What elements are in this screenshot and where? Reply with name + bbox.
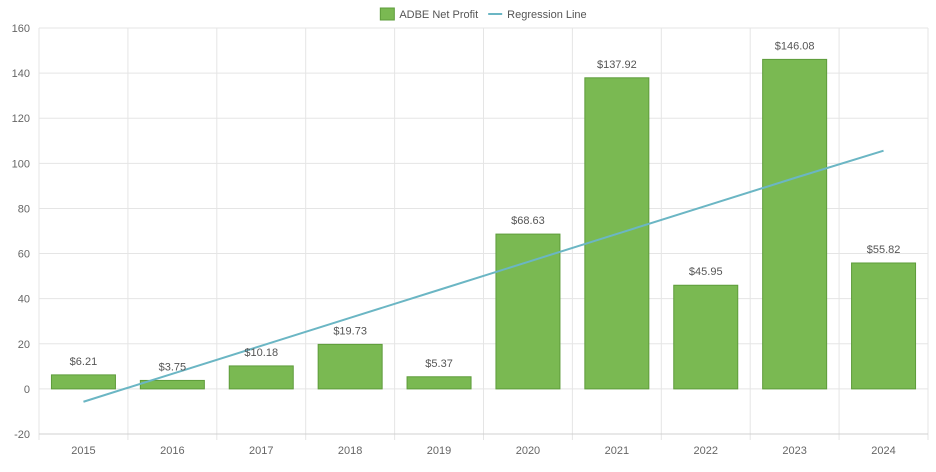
bar bbox=[50, 374, 116, 390]
bar-value-label: $6.21 bbox=[70, 356, 98, 368]
x-tick-label: 2016 bbox=[160, 445, 184, 457]
legend-swatch bbox=[379, 7, 395, 21]
x-tick-label: 2023 bbox=[782, 445, 806, 457]
x-tick-label: 2015 bbox=[71, 445, 95, 457]
bar-value-label: $146.08 bbox=[775, 40, 815, 52]
regression-series bbox=[83, 149, 884, 403]
y-tick-label: 40 bbox=[18, 294, 30, 306]
x-tick-label: 2019 bbox=[427, 445, 451, 457]
bar-value-label: $55.82 bbox=[867, 244, 901, 256]
legend-label: Regression Line bbox=[507, 9, 587, 21]
y-tick-label: 140 bbox=[12, 68, 30, 80]
legend-item-regression-line[interactable]: Regression Line bbox=[488, 9, 587, 21]
bar-value-label: $3.75 bbox=[159, 361, 187, 373]
bar bbox=[317, 343, 383, 390]
y-tick-label: 0 bbox=[24, 384, 30, 396]
y-tick-label: 120 bbox=[12, 113, 30, 125]
legend[interactable]: ADBE Net Profit Regression Line bbox=[379, 7, 587, 21]
x-tick-label: 2024 bbox=[871, 445, 895, 457]
bar-value-label: $5.37 bbox=[425, 358, 453, 370]
y-tick-label: 100 bbox=[12, 158, 30, 170]
bar bbox=[851, 262, 917, 390]
x-tick-label: 2021 bbox=[605, 445, 629, 457]
bar-series bbox=[50, 58, 917, 390]
data-labels: $6.21 $3.75 $10.18 $19.73 $5.37 $68.63 $137.92… bbox=[70, 40, 901, 373]
bar bbox=[228, 365, 294, 390]
y-tick-label: 20 bbox=[18, 339, 30, 351]
x-tick-label: 2022 bbox=[694, 445, 718, 457]
bar-value-label: $45.95 bbox=[689, 266, 723, 278]
legend-label: ADBE Net Profit bbox=[399, 9, 478, 21]
bar-value-label: $137.92 bbox=[597, 59, 637, 71]
axes: -20 0 20 40 60 80 100 120 140 160 2015 2016 2017 2018… bbox=[12, 23, 928, 457]
bar bbox=[406, 376, 472, 390]
bar bbox=[762, 58, 828, 390]
bar-value-label: $68.63 bbox=[511, 215, 545, 227]
bar-value-label: $10.18 bbox=[244, 347, 278, 359]
x-tick-label: 2020 bbox=[516, 445, 540, 457]
y-tick-label: 160 bbox=[12, 23, 30, 35]
y-tick-label: 80 bbox=[18, 203, 30, 215]
y-tick-label: -20 bbox=[14, 429, 30, 441]
x-tick-label: 2017 bbox=[249, 445, 273, 457]
x-tick-label: 2018 bbox=[338, 445, 362, 457]
bar-value-label: $19.73 bbox=[333, 325, 367, 337]
y-tick-label: 60 bbox=[18, 249, 30, 261]
grid bbox=[38, 27, 929, 440]
regression-line bbox=[83, 149, 884, 403]
bar bbox=[495, 233, 561, 390]
bar bbox=[673, 284, 739, 390]
legend-item-adbe-net-profit[interactable]: ADBE Net Profit bbox=[379, 7, 478, 21]
